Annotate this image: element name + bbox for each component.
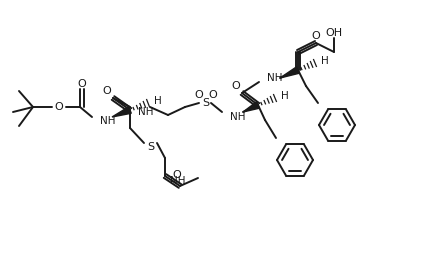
- Text: NH: NH: [230, 112, 246, 122]
- Text: NH: NH: [267, 73, 282, 83]
- Text: O: O: [172, 170, 181, 180]
- Polygon shape: [243, 102, 259, 112]
- Text: S: S: [202, 98, 210, 108]
- Text: NH: NH: [100, 116, 116, 126]
- Text: O: O: [55, 102, 63, 112]
- Text: OH: OH: [325, 28, 342, 38]
- Text: O: O: [195, 90, 203, 100]
- Text: O: O: [208, 90, 217, 100]
- Text: NH: NH: [138, 107, 154, 117]
- Polygon shape: [112, 107, 131, 117]
- Text: O: O: [312, 31, 321, 41]
- Text: O: O: [103, 86, 111, 96]
- Polygon shape: [280, 67, 300, 78]
- Text: H: H: [154, 96, 162, 106]
- Text: NH: NH: [170, 176, 185, 186]
- Text: O: O: [77, 79, 86, 89]
- Text: H: H: [321, 56, 329, 66]
- Text: O: O: [232, 81, 241, 91]
- Text: S: S: [147, 142, 155, 152]
- Text: H: H: [281, 91, 289, 101]
